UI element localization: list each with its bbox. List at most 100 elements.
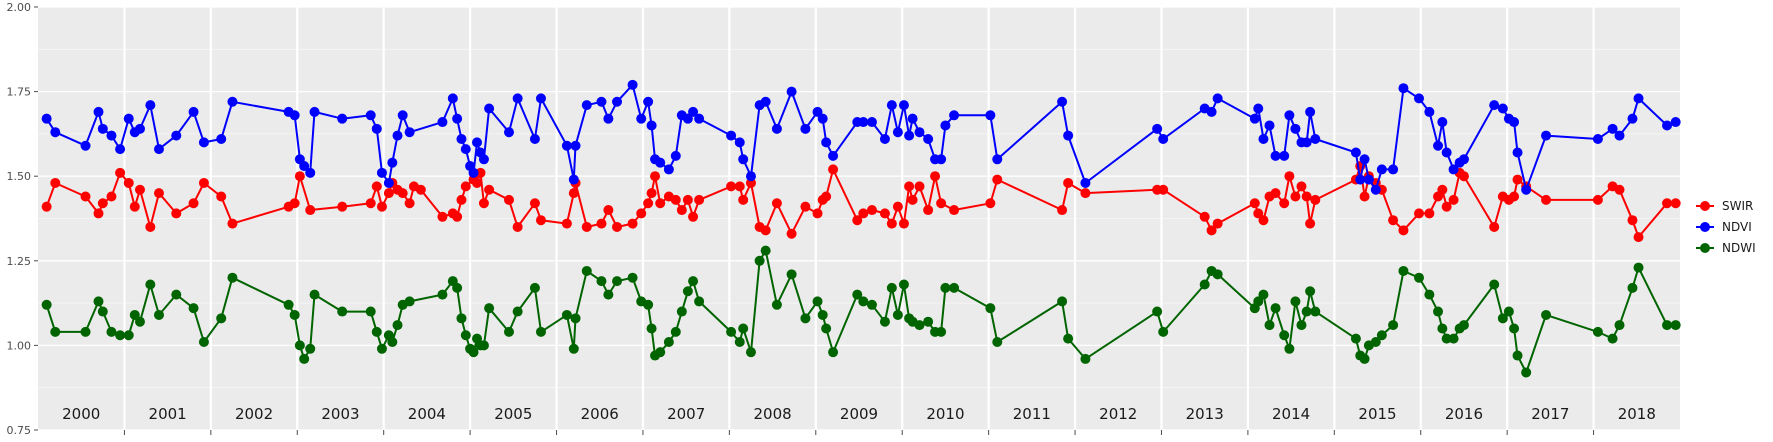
- ndwi-point: [80, 326, 91, 337]
- ndwi-point: [1627, 282, 1638, 293]
- swir-point: [106, 191, 117, 202]
- swir-point: [676, 205, 687, 216]
- ndvi-point: [1206, 106, 1217, 117]
- ndwi-point: [216, 313, 227, 324]
- ndvi-point: [97, 123, 108, 134]
- ndvi-point: [198, 137, 209, 148]
- ndwi-point: [41, 299, 52, 310]
- swir-point: [129, 201, 140, 212]
- ndwi-point: [596, 276, 607, 287]
- swir-point: [134, 184, 145, 195]
- ndvi-point: [904, 130, 915, 141]
- swir-point: [1199, 211, 1210, 222]
- ndvi-point: [1433, 140, 1444, 151]
- ndvi-point: [858, 117, 869, 128]
- ndwi-point: [371, 326, 382, 337]
- swir-point: [688, 211, 699, 222]
- ndwi-point: [50, 326, 61, 337]
- ndwi-point: [1152, 306, 1163, 317]
- year-label-2007: 2007: [667, 405, 705, 423]
- ndvi-point: [299, 161, 310, 172]
- swir-point: [936, 198, 947, 209]
- ndwi-point: [309, 289, 320, 300]
- ndwi-point: [1592, 326, 1603, 337]
- swir-point: [365, 198, 376, 209]
- ndvi-point: [1614, 130, 1625, 141]
- ndwi-point: [404, 296, 415, 307]
- ndvi-point: [1290, 123, 1301, 134]
- ndwi-point: [812, 296, 823, 307]
- ndvi-point: [561, 140, 572, 151]
- ndwi-point: [694, 296, 705, 307]
- ndvi-point: [153, 144, 164, 155]
- ndwi-point: [503, 326, 514, 337]
- swir-point: [800, 201, 811, 212]
- ndvi-point: [289, 110, 300, 121]
- ndwi-point: [392, 320, 403, 331]
- swir-point: [852, 215, 863, 226]
- year-label-2016: 2016: [1445, 405, 1483, 423]
- year-label-2015: 2015: [1358, 405, 1396, 423]
- year-label-2011: 2011: [1013, 405, 1051, 423]
- ndwi-point: [1441, 333, 1452, 344]
- ndwi-point: [529, 282, 540, 293]
- ndvi-point: [484, 103, 495, 114]
- ndvi-point: [1249, 113, 1260, 124]
- ndvi-point: [688, 106, 699, 117]
- ndwi-point: [299, 353, 310, 364]
- ndwi-point: [821, 323, 832, 334]
- swir-point: [145, 221, 156, 232]
- ndwi-point: [1503, 306, 1514, 317]
- swir-point: [1633, 232, 1644, 243]
- ndvi-point: [503, 127, 514, 138]
- swir-point: [1310, 194, 1321, 205]
- ndvi-point: [992, 154, 1003, 165]
- ndvi-point: [404, 127, 415, 138]
- ndwi-point: [1509, 323, 1520, 334]
- swir-point: [561, 218, 572, 229]
- ndvi-point: [914, 127, 925, 138]
- swir-point: [650, 171, 661, 182]
- ndvi-point: [1284, 110, 1295, 121]
- ndwi-point: [188, 303, 199, 314]
- swir-point: [1627, 215, 1638, 226]
- ndvi-point: [1458, 154, 1469, 165]
- year-label-2000: 2000: [62, 405, 100, 423]
- swir-point: [1509, 191, 1520, 202]
- ndwi-point: [1253, 296, 1264, 307]
- ndvi-point: [627, 79, 638, 90]
- swir-point: [1441, 201, 1452, 212]
- swir-point: [41, 201, 52, 212]
- legend-key-point: [1700, 243, 1710, 253]
- ndvi-point: [1310, 133, 1321, 144]
- ndwi-point: [745, 347, 756, 358]
- ndwi-point: [460, 330, 471, 341]
- swir-point: [1279, 198, 1290, 209]
- ndwi-point: [365, 306, 376, 317]
- ndwi-point: [97, 306, 108, 317]
- swir-point: [1424, 208, 1435, 219]
- ndwi-point: [1270, 303, 1281, 314]
- ndvi-point: [305, 167, 316, 178]
- ndwi-point: [568, 343, 579, 354]
- ndvi-point: [828, 150, 839, 161]
- ndvi-point: [1497, 103, 1508, 114]
- year-label-2012: 2012: [1099, 405, 1137, 423]
- swir-point: [1670, 198, 1681, 209]
- ndwi-point: [153, 309, 164, 320]
- ndwi-point: [627, 272, 638, 283]
- ndwi-point: [1414, 272, 1425, 283]
- legend-label-ndvi: NDVI: [1722, 220, 1752, 234]
- ndwi-point: [992, 337, 1003, 348]
- swir-point: [1258, 215, 1269, 226]
- swir-point: [568, 188, 579, 199]
- swir-point: [123, 177, 134, 188]
- ndvi-point: [1592, 133, 1603, 144]
- swir-point: [914, 181, 925, 192]
- ndvi-point: [949, 110, 960, 121]
- swir-point: [305, 205, 316, 216]
- ndwi-point: [612, 276, 623, 287]
- ndvi-point: [1633, 93, 1644, 104]
- ndvi-point: [726, 130, 737, 141]
- swir-point: [1458, 171, 1469, 182]
